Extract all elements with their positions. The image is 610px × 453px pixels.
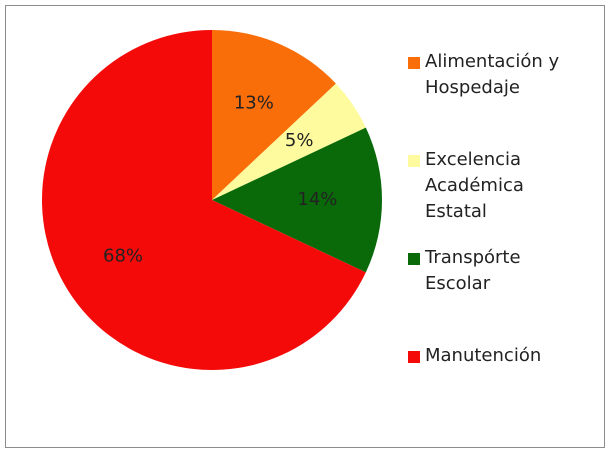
data-label: 5% [285,130,314,151]
legend-label: Excelencia Académica Estatal [425,149,524,222]
legend-label: Transpórte Escolar [425,247,521,294]
pie-slice [212,83,366,200]
legend-swatch [408,351,420,363]
pie-slice [41,30,366,370]
legend-item: Transpórte Escolar [408,245,588,297]
data-label: 14% [297,189,337,210]
legend-swatch [408,155,420,167]
legend-swatch [408,57,420,69]
data-label: 68% [103,245,143,266]
pie-slice [212,127,382,273]
pie-slice [212,30,336,200]
legend-label: Manutención [425,345,542,366]
legend-item: Manutención [408,343,588,369]
legend-swatch [408,253,420,265]
legend-item: Excelencia Académica Estatal [408,147,588,225]
legend-item: Alimentación y Hospedaje [408,49,588,101]
legend-label: Alimentación y Hospedaje [425,51,560,98]
data-label: 13% [234,92,274,113]
